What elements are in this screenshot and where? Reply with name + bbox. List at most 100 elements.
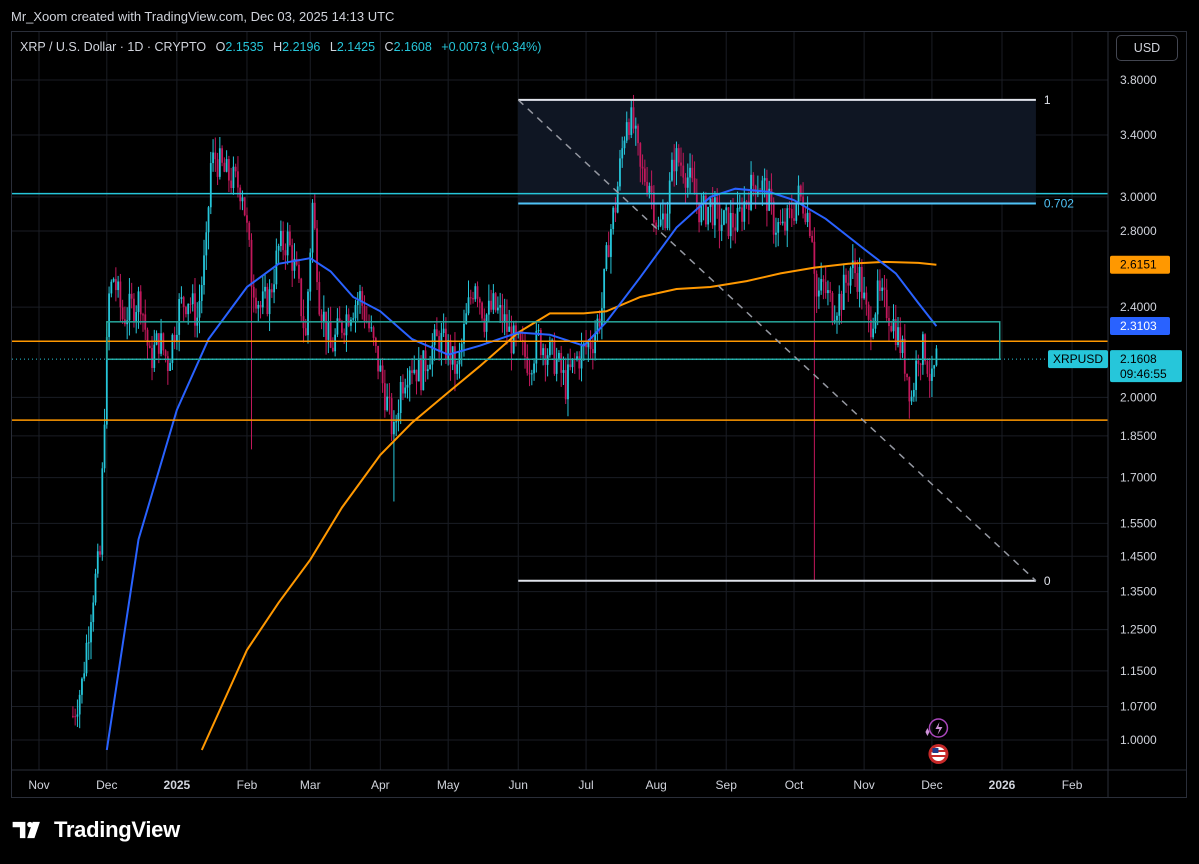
symbol-title[interactable]: XRP / U.S. Dollar · 1D · CRYPTO — [20, 40, 207, 54]
ma-fast-price-label-bg — [1110, 317, 1170, 336]
candle-body — [682, 165, 685, 178]
candle-body — [94, 573, 97, 603]
candle-body — [614, 207, 617, 213]
candle-body — [187, 303, 190, 315]
candle-body — [723, 210, 725, 225]
candle-body — [894, 319, 897, 346]
time-tick-label: Apr — [371, 778, 390, 792]
candle-body — [652, 192, 655, 223]
candle-body — [467, 297, 470, 314]
candle-body — [166, 356, 169, 371]
candle-body — [928, 373, 931, 381]
candle-body — [736, 207, 739, 231]
candle-body — [506, 314, 508, 332]
candle-body — [386, 396, 389, 411]
candle-body — [212, 152, 214, 164]
candle-body — [718, 203, 721, 231]
candle-body — [485, 314, 488, 332]
candle-body — [571, 358, 574, 368]
price-chart[interactable]: 1 0.702 0 3.8000 3.4000 3.0000 2.8000 2.4000 2.0… — [12, 32, 1187, 798]
candle-body — [546, 355, 549, 365]
candle-body — [252, 286, 255, 298]
candle-body — [397, 413, 400, 422]
candle-body — [781, 221, 784, 224]
last-price-bg — [1110, 350, 1182, 383]
candle-body — [449, 340, 452, 365]
candle-body — [234, 166, 237, 172]
candle-body — [96, 551, 99, 574]
candle-body — [293, 258, 296, 271]
candle-body — [128, 293, 131, 321]
candle-body — [422, 350, 425, 391]
candle-body — [836, 315, 838, 321]
candle-body — [148, 345, 151, 349]
price-tick-label: 1.3500 — [1120, 585, 1157, 599]
fib-label-0: 0 — [1044, 574, 1051, 588]
price-tick-label: 1.0700 — [1120, 700, 1157, 714]
candle-body — [879, 280, 881, 292]
candle-body — [788, 208, 791, 210]
candle-body — [544, 348, 547, 365]
candle-body — [169, 362, 172, 371]
time-tick-label: Feb — [237, 778, 258, 792]
us-flag-icon — [928, 744, 949, 764]
candle-body — [205, 232, 208, 256]
candle-body — [637, 125, 639, 144]
candle-body — [361, 291, 364, 306]
candle-body — [237, 171, 239, 188]
time-tick-label: Dec — [96, 778, 117, 792]
candle-body — [539, 330, 542, 356]
candle-body — [298, 264, 300, 279]
candle-body — [417, 358, 420, 382]
candle-body — [291, 245, 294, 271]
candle-body — [790, 208, 793, 219]
candle-body — [915, 360, 917, 390]
high-value: 2.2196 — [282, 40, 321, 54]
attribution-text: Mr_Xoom created with TradingView.com, De… — [11, 9, 395, 24]
candle-body — [203, 255, 205, 286]
candle-body — [465, 313, 468, 324]
candle-body — [548, 340, 551, 356]
plot-area — [12, 32, 1108, 770]
candle-body — [842, 274, 845, 310]
candle-body — [322, 311, 325, 322]
candle-body — [845, 274, 847, 283]
candle-body — [854, 260, 856, 274]
candle-body — [827, 290, 829, 294]
candle-body — [268, 289, 271, 315]
candle-body — [793, 218, 795, 221]
price-tick-label: 1.0000 — [1120, 733, 1157, 747]
candle-body — [270, 289, 273, 293]
candle-body — [804, 213, 807, 223]
candle-body — [530, 373, 533, 375]
candle-body — [684, 177, 687, 188]
candle-body — [435, 329, 438, 337]
chart-pane[interactable]: 1 0.702 0 3.8000 3.4000 3.0000 2.8000 2.4000 2.0… — [11, 31, 1187, 798]
candle-body — [359, 291, 361, 301]
candle-body — [535, 330, 538, 364]
currency-button[interactable]: USD — [1116, 35, 1178, 61]
candle-body — [214, 152, 217, 160]
candle-body — [897, 327, 899, 346]
candle-body — [239, 187, 242, 202]
candle-body — [605, 245, 608, 269]
candle-body — [596, 318, 599, 335]
candle-body — [542, 348, 545, 356]
candle-body — [408, 370, 411, 385]
candle-body — [704, 195, 707, 225]
candle-body — [700, 204, 703, 223]
candle-body — [628, 122, 630, 135]
candle-body — [451, 346, 454, 365]
candle-body — [720, 224, 723, 231]
candle-body — [243, 197, 246, 216]
candle-body — [341, 321, 343, 333]
candle-body — [553, 339, 556, 374]
candle-body — [872, 328, 875, 338]
candle-body — [472, 298, 474, 300]
time-tick-label: 2026 — [989, 778, 1016, 792]
candle-body — [257, 304, 260, 309]
candle-body — [164, 350, 167, 357]
time-tick-label: Dec — [921, 778, 942, 792]
candle-body — [198, 300, 201, 318]
close-label: C — [384, 40, 394, 54]
